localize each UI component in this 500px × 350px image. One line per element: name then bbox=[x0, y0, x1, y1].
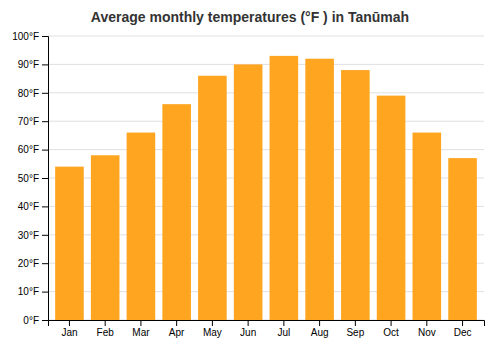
y-axis: 0°F 10°F 20°F 30°F 40°F 50°F 60°F 70°F 80°F 90°F 1… bbox=[12, 31, 48, 326]
tick-label: Jan bbox=[61, 327, 77, 338]
tick-label: 70°F bbox=[18, 116, 39, 127]
bar bbox=[377, 96, 406, 320]
tick-label: Jun bbox=[240, 327, 256, 338]
bars bbox=[55, 56, 477, 320]
tick-label: 0°F bbox=[23, 315, 39, 326]
tick: Oct bbox=[383, 320, 399, 338]
tick-mark bbox=[140, 320, 141, 326]
tick-mark bbox=[355, 320, 356, 326]
bar bbox=[91, 155, 120, 320]
tick: Nov bbox=[418, 320, 436, 338]
tick-mark bbox=[42, 121, 48, 122]
x-axis: Jan Feb Mar Apr May Jun Jul Aug Sep Oct Nov Dec bbox=[49, 320, 485, 338]
tick-label: Nov bbox=[418, 327, 436, 338]
tick-label: 40°F bbox=[18, 201, 39, 212]
grid-line bbox=[48, 121, 484, 122]
tick-label: Apr bbox=[169, 327, 185, 338]
tick-mark bbox=[42, 206, 48, 207]
tick: Mar bbox=[132, 320, 150, 338]
tick: Aug bbox=[311, 320, 329, 338]
axis-line bbox=[49, 321, 485, 327]
tick-mark bbox=[426, 320, 427, 326]
grid bbox=[48, 36, 484, 320]
tick-label: May bbox=[203, 327, 222, 338]
grid-line bbox=[48, 36, 484, 37]
bar bbox=[55, 167, 84, 320]
bar bbox=[127, 133, 156, 320]
tick: 20°F bbox=[18, 258, 48, 269]
tick-label: Feb bbox=[97, 327, 115, 338]
tick: 40°F bbox=[18, 201, 48, 212]
grid-line bbox=[48, 64, 484, 65]
tick-label: 10°F bbox=[18, 286, 39, 297]
tick-mark bbox=[105, 320, 106, 326]
tick: May bbox=[203, 320, 222, 338]
bar bbox=[198, 76, 227, 320]
tick: 30°F bbox=[18, 230, 48, 241]
tick: Sep bbox=[346, 320, 364, 338]
tick-mark bbox=[42, 263, 48, 264]
tick-label: 90°F bbox=[18, 59, 39, 70]
tick-mark bbox=[42, 150, 48, 151]
tick-label: Oct bbox=[383, 327, 399, 338]
plot: 0°F 10°F 20°F 30°F 40°F 50°F 60°F 70°F 80°F 90°F 1… bbox=[12, 31, 484, 338]
tick: 0°F bbox=[23, 315, 48, 326]
tick-label: 20°F bbox=[18, 258, 39, 269]
tick: Jun bbox=[240, 320, 256, 338]
axis-line bbox=[42, 37, 49, 321]
tick-mark bbox=[42, 178, 48, 179]
bar bbox=[413, 133, 442, 320]
tick: 60°F bbox=[18, 144, 48, 155]
tick-label: 50°F bbox=[18, 173, 39, 184]
grid-line bbox=[48, 92, 484, 93]
tick: 70°F bbox=[18, 116, 48, 127]
bar bbox=[270, 56, 299, 320]
tick-mark bbox=[42, 320, 48, 321]
tick-mark bbox=[69, 320, 70, 326]
tick-mark bbox=[462, 320, 463, 326]
tick-mark bbox=[212, 320, 213, 326]
tick-mark bbox=[42, 93, 48, 94]
tick: 100°F bbox=[12, 31, 48, 42]
tick-mark bbox=[42, 36, 48, 37]
bar bbox=[448, 158, 477, 320]
tick-mark bbox=[283, 320, 284, 326]
tick-label: Dec bbox=[454, 327, 472, 338]
tick: 50°F bbox=[18, 173, 48, 184]
tick-mark bbox=[42, 292, 48, 293]
tick: Jul bbox=[277, 320, 290, 338]
tick-label: Mar bbox=[132, 327, 150, 338]
tick-label: 100°F bbox=[12, 31, 39, 42]
tick-mark bbox=[42, 235, 48, 236]
tick: Dec bbox=[454, 320, 472, 338]
tick: Feb bbox=[97, 320, 115, 338]
bar bbox=[162, 104, 191, 320]
bar bbox=[341, 70, 370, 320]
tick-label: Aug bbox=[311, 327, 329, 338]
tick-label: 30°F bbox=[18, 230, 39, 241]
bar bbox=[305, 59, 334, 320]
tick-mark bbox=[42, 64, 48, 65]
tick-label: Sep bbox=[346, 327, 364, 338]
title: Average monthly temperatures (°F ) in Ta… bbox=[91, 9, 409, 25]
tick-mark bbox=[319, 320, 320, 326]
tick: 80°F bbox=[18, 88, 48, 99]
tick: Jan bbox=[61, 320, 77, 338]
tick-mark bbox=[391, 320, 392, 326]
bar bbox=[234, 64, 263, 320]
tick-mark bbox=[176, 320, 177, 326]
tick: Apr bbox=[169, 320, 185, 338]
tick-label: 80°F bbox=[18, 88, 39, 99]
tick-mark bbox=[248, 320, 249, 326]
tick-label: 60°F bbox=[18, 144, 39, 155]
tick: 10°F bbox=[18, 286, 48, 297]
chart: Average monthly temperatures (°F ) in Ta… bbox=[0, 0, 500, 350]
tick-label: Jul bbox=[277, 327, 290, 338]
tick: 90°F bbox=[18, 59, 48, 70]
